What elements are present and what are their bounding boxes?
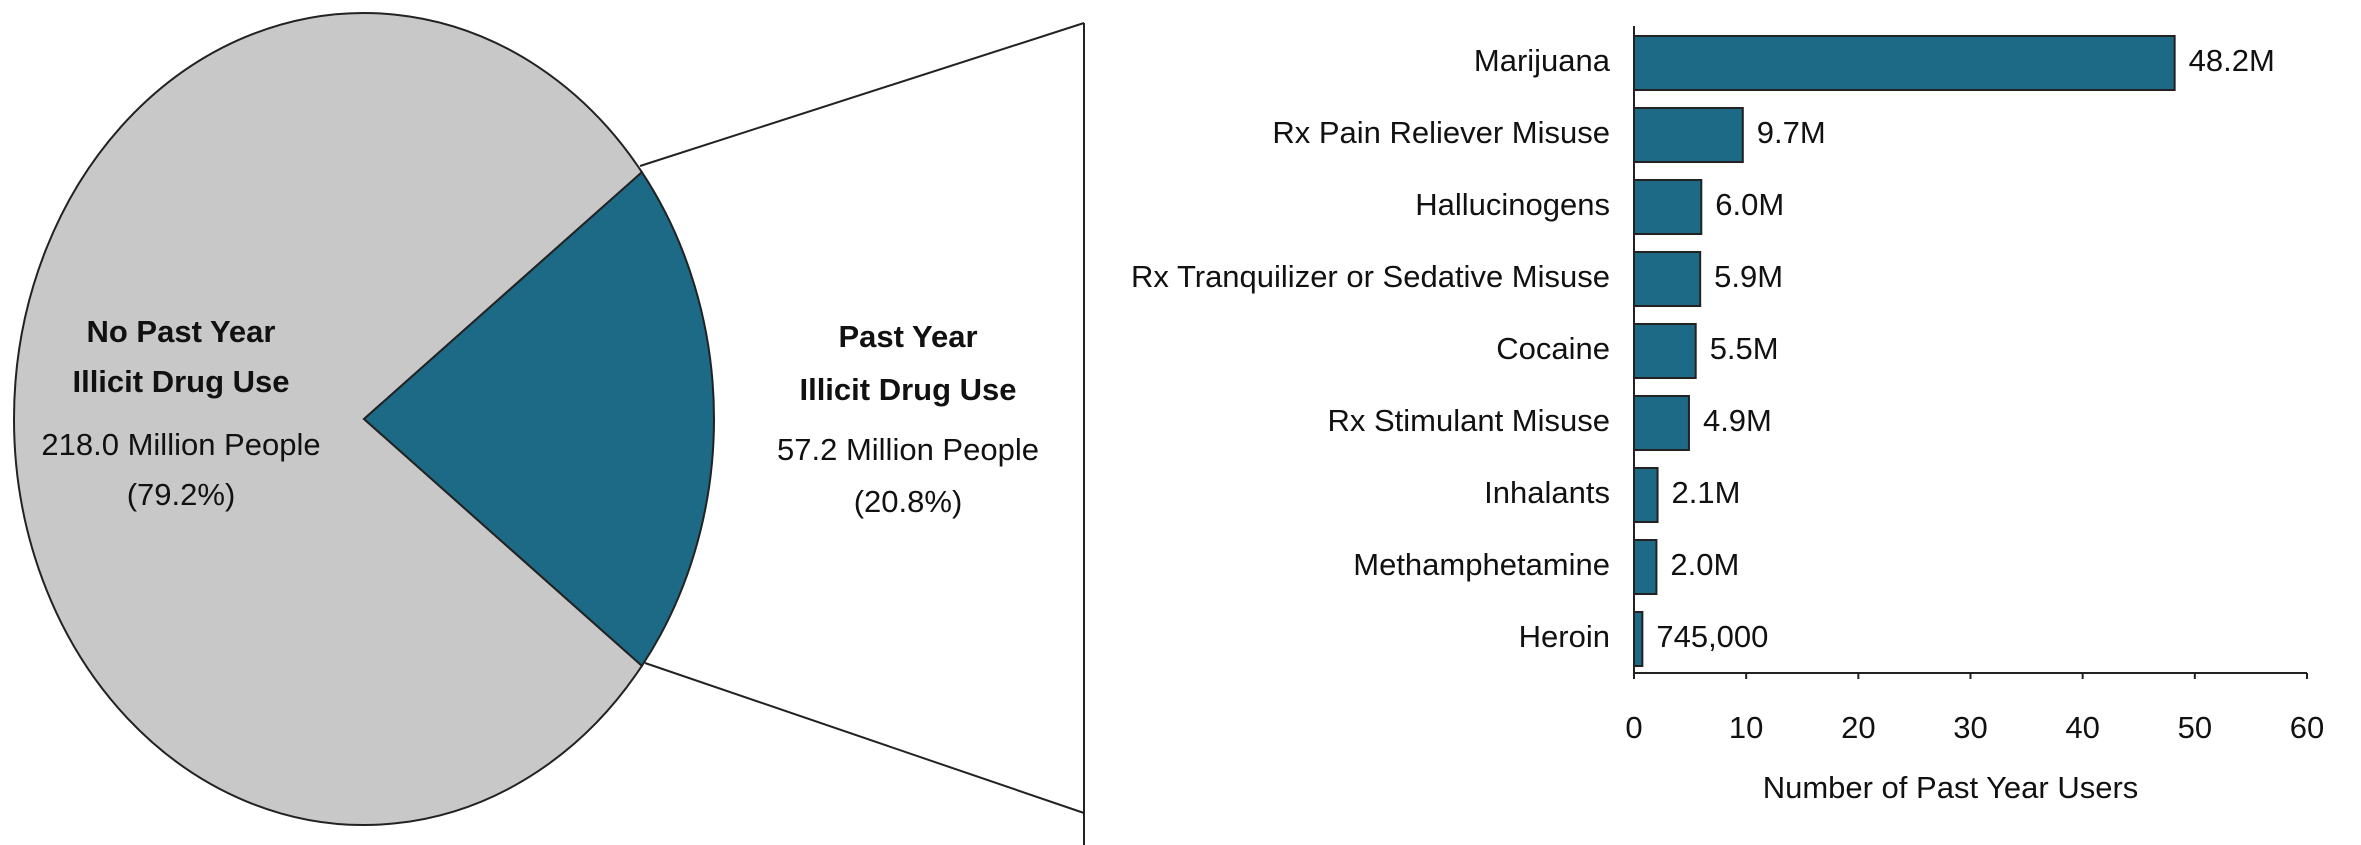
- value-label: 9.7M: [1757, 115, 1826, 150]
- value-label: 5.9M: [1714, 259, 1783, 294]
- bar: [1633, 611, 1644, 667]
- value-label: 5.5M: [1710, 331, 1779, 366]
- slice-label: Illicit Drug Use: [799, 372, 1016, 407]
- category-label: Marijuana: [1474, 43, 1611, 78]
- bar: [1633, 35, 2176, 91]
- x-tick-label: 60: [2290, 710, 2324, 745]
- bar: [1633, 251, 1702, 307]
- bar: [1633, 323, 1697, 379]
- slice-label: No Past Year: [87, 314, 276, 349]
- slice-percent-label: (79.2%): [127, 477, 236, 512]
- bar: [1633, 539, 1658, 595]
- bar: [1633, 395, 1690, 451]
- slice-label: Illicit Drug Use: [72, 364, 289, 399]
- category-label: Rx Tranquilizer or Sedative Misuse: [1131, 259, 1610, 294]
- x-tick-label: 0: [1625, 710, 1642, 745]
- x-axis-label: Number of Past Year Users: [1763, 770, 2139, 805]
- category-label: Rx Stimulant Misuse: [1327, 403, 1610, 438]
- x-tick-label: 10: [1729, 710, 1763, 745]
- value-label: 2.0M: [1670, 547, 1739, 582]
- x-tick-label: 50: [2178, 710, 2212, 745]
- slice-people-label: 218.0 Million People: [41, 427, 320, 462]
- connector-line: [639, 22, 1085, 167]
- category-label: Rx Pain Reliever Misuse: [1272, 115, 1610, 150]
- value-label: 2.1M: [1672, 475, 1741, 510]
- value-label: 6.0M: [1715, 187, 1784, 222]
- x-tick-label: 30: [1953, 710, 1987, 745]
- x-tick-label: 40: [2065, 710, 2099, 745]
- category-label: Inhalants: [1484, 475, 1610, 510]
- pie-slice: [362, 170, 716, 668]
- category-label: Heroin: [1519, 619, 1610, 654]
- value-label: 48.2M: [2189, 43, 2275, 78]
- bar: [1633, 107, 1744, 163]
- category-label: Methamphetamine: [1353, 547, 1610, 582]
- value-label: 4.9M: [1703, 403, 1772, 438]
- value-label: 745,000: [1656, 619, 1768, 654]
- bar: [1633, 179, 1703, 235]
- slice-percent-label: (20.8%): [854, 484, 963, 519]
- slice-label: Past Year: [838, 319, 977, 354]
- pie-slice: [13, 12, 644, 826]
- category-label: Cocaine: [1496, 331, 1610, 366]
- slice-people-label: 57.2 Million People: [777, 432, 1039, 467]
- category-label: Hallucinogens: [1415, 187, 1610, 222]
- x-tick-label: 20: [1841, 710, 1875, 745]
- bar: [1633, 467, 1659, 523]
- connector-line: [644, 662, 1085, 814]
